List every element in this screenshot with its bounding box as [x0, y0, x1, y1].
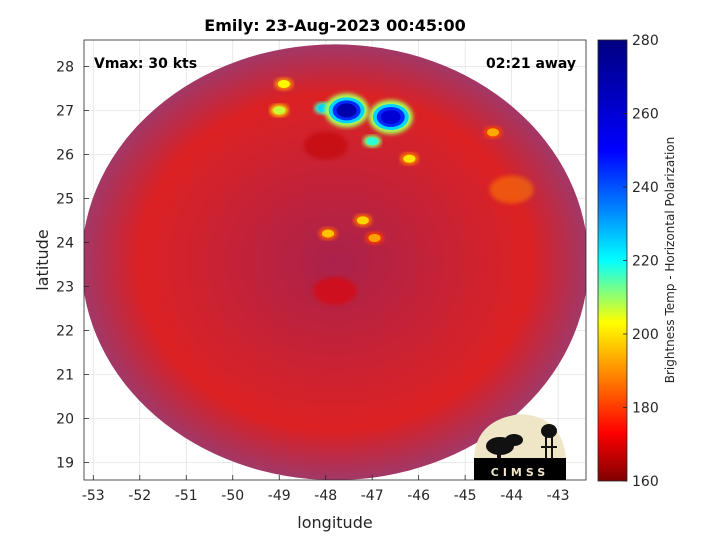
x-tick-label: -47 — [361, 488, 384, 504]
swath-feature — [313, 276, 357, 305]
y-tick-label: 28 — [56, 59, 74, 75]
swath-feature — [303, 131, 348, 160]
colorbar-tick-label: 180 — [632, 401, 659, 417]
swath-feature — [319, 227, 338, 240]
swath-shading — [84, 44, 586, 480]
swath-feature — [400, 152, 419, 165]
colorbar-label: Brightness Temp - Horizontal Polarizatio… — [663, 137, 677, 384]
x-tick-label: -52 — [128, 488, 151, 504]
plot-frame — [83, 39, 587, 481]
cimss-logo: CIMSS — [474, 414, 566, 480]
x-tick-label: -43 — [547, 488, 570, 504]
y-tick-label: 20 — [56, 411, 74, 427]
x-tick-label: -49 — [268, 488, 291, 504]
x-tick-label: -44 — [500, 488, 523, 504]
colorbar-tick-label: 220 — [632, 254, 659, 270]
colorbar-tick-label: 280 — [632, 33, 659, 49]
x-tick-label: -50 — [221, 488, 244, 504]
vmax-annotation: Vmax: 30 kts — [94, 56, 197, 72]
colorbar-tick-label: 260 — [632, 107, 659, 123]
swath-feature — [363, 135, 382, 148]
colorbar-tick-label: 240 — [632, 180, 659, 196]
swath-heatmap — [84, 44, 586, 480]
x-axis-ticks: -53 -52 -51 -50 -49 -48 -47 -46 -45 -44 -43 — [82, 475, 570, 504]
y-axis-label: latitude — [33, 229, 52, 290]
y-tick-label: 24 — [56, 235, 74, 251]
colorbar-tick-label: 160 — [632, 474, 659, 490]
y-tick-label: 26 — [56, 147, 74, 163]
swath-feature — [489, 175, 534, 204]
colorbar — [597, 39, 628, 482]
time-away-annotation: 02:21 away — [486, 56, 576, 72]
y-tick-label: 19 — [56, 455, 74, 471]
swath-feature — [270, 104, 289, 117]
x-axis-label: longitude — [297, 513, 372, 532]
colorbar-ticks: 160 180 200 220 240 260 280 — [623, 33, 659, 490]
swath-feature — [368, 100, 413, 134]
x-tick-label: -46 — [407, 488, 430, 504]
x-tick-label: -45 — [454, 488, 477, 504]
y-tick-label: 22 — [56, 323, 74, 339]
x-tick-label: -51 — [175, 488, 198, 504]
x-tick-label: -53 — [82, 488, 105, 504]
swath-feature — [365, 232, 384, 244]
chart-title: Emily: 23-Aug-2023 00:45:00 — [204, 16, 465, 35]
swath-feature — [484, 126, 503, 139]
y-tick-label: 27 — [56, 103, 74, 119]
y-tick-label: 25 — [56, 191, 74, 207]
colorbar-tick-label: 200 — [632, 327, 659, 343]
y-tick-label: 23 — [56, 279, 74, 295]
x-tick-label: -48 — [314, 488, 337, 504]
y-tick-label: 21 — [56, 367, 74, 383]
cimss-logo-text: CIMSS — [491, 466, 549, 479]
swath-feature — [274, 78, 293, 90]
y-axis-ticks: 19 20 21 22 23 24 25 26 27 28 — [56, 59, 89, 471]
swath-feature — [324, 93, 369, 128]
swath-feature — [353, 214, 372, 227]
